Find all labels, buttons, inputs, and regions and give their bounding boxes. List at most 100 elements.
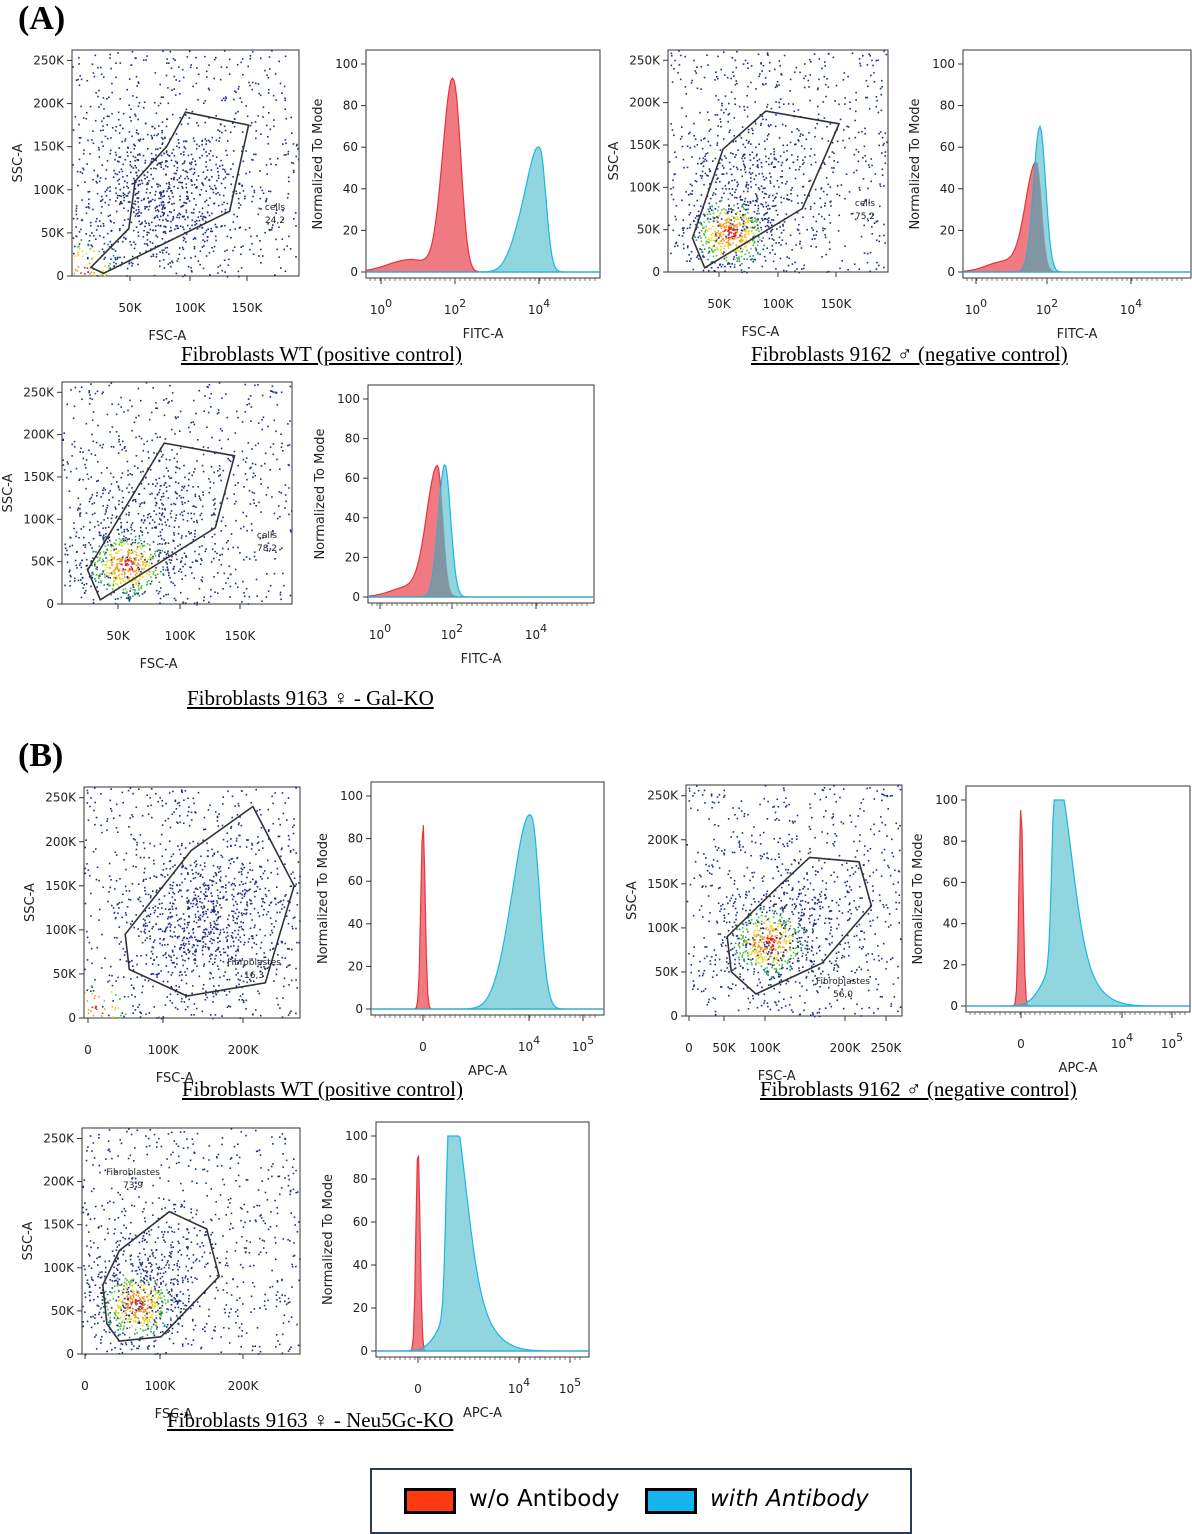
event-dot xyxy=(90,586,92,588)
event-dot xyxy=(252,879,254,881)
event-dot xyxy=(127,268,129,270)
event-dot xyxy=(143,443,145,445)
x-tick-label: 50K xyxy=(106,629,130,643)
event-dot xyxy=(217,949,219,951)
event-dot xyxy=(876,239,878,241)
event-dot xyxy=(196,522,198,524)
event-dot xyxy=(757,167,759,169)
event-dot xyxy=(736,237,738,239)
event-dot xyxy=(757,218,759,220)
event-dot xyxy=(162,208,164,210)
event-dot xyxy=(134,542,136,544)
event-dot xyxy=(144,174,146,176)
event-dot xyxy=(685,116,687,118)
event-dot xyxy=(773,219,775,221)
event-dot xyxy=(138,570,140,572)
event-dot xyxy=(91,232,93,234)
event-dot xyxy=(104,202,106,204)
event-dot xyxy=(729,193,731,195)
event-dot xyxy=(97,391,99,393)
event-dot xyxy=(762,173,764,175)
event-dot xyxy=(116,154,118,156)
event-dot xyxy=(707,239,709,241)
event-dot xyxy=(119,171,121,173)
event-dot xyxy=(130,978,132,980)
event-dot xyxy=(779,60,781,62)
event-dot xyxy=(155,527,157,529)
event-dot xyxy=(81,567,83,569)
event-dot xyxy=(147,517,149,519)
event-dot xyxy=(121,544,123,546)
event-dot xyxy=(175,161,177,163)
event-dot xyxy=(225,171,227,173)
event-dot xyxy=(774,158,776,160)
event-dot xyxy=(680,55,682,57)
event-dot xyxy=(213,907,215,909)
event-dot xyxy=(174,229,176,231)
event-dot xyxy=(735,229,737,231)
event-dot xyxy=(736,226,738,228)
event-dot xyxy=(137,543,139,545)
event-dot xyxy=(109,199,111,201)
event-dot xyxy=(225,150,227,152)
event-dot xyxy=(188,999,190,1001)
event-dot xyxy=(711,237,713,239)
event-dot xyxy=(160,571,162,573)
event-dot xyxy=(740,217,742,219)
event-dot xyxy=(89,273,91,275)
event-dot xyxy=(138,513,140,515)
event-dot xyxy=(192,561,194,563)
event-dot xyxy=(152,199,154,201)
event-dot xyxy=(768,226,770,228)
event-dot xyxy=(771,234,773,236)
event-dot xyxy=(148,483,150,485)
event-dot xyxy=(118,161,120,163)
event-dot xyxy=(240,528,242,530)
event-dot xyxy=(750,159,752,161)
event-dot xyxy=(105,509,107,511)
event-dot xyxy=(259,208,261,210)
event-dot xyxy=(287,423,289,425)
event-dot xyxy=(283,900,285,902)
event-dot xyxy=(886,142,888,144)
event-dot xyxy=(166,75,168,77)
event-dot xyxy=(855,137,857,139)
event-dot xyxy=(289,964,291,966)
event-dot xyxy=(689,214,691,216)
event-dot xyxy=(92,557,94,559)
event-dot xyxy=(160,216,162,218)
event-dot xyxy=(202,246,204,248)
event-dot xyxy=(181,557,183,559)
event-dot xyxy=(254,475,256,477)
event-dot xyxy=(760,124,762,126)
event-dot xyxy=(170,212,172,214)
event-dot xyxy=(774,151,776,153)
event-dot xyxy=(702,171,704,173)
event-dot xyxy=(91,246,93,248)
event-dot xyxy=(93,250,95,252)
event-dot xyxy=(870,252,872,254)
event-dot xyxy=(180,944,182,946)
event-dot xyxy=(295,928,297,930)
event-dot xyxy=(107,160,109,162)
event-dot xyxy=(216,928,218,930)
event-dot xyxy=(235,951,237,953)
event-dot xyxy=(209,141,211,143)
event-dot xyxy=(173,209,175,211)
event-dot xyxy=(119,577,121,579)
event-dot xyxy=(191,184,193,186)
event-dot xyxy=(203,914,205,916)
event-dot xyxy=(192,486,194,488)
event-dot xyxy=(128,549,130,551)
event-dot xyxy=(86,213,88,215)
event-dot xyxy=(179,544,181,546)
event-dot xyxy=(758,143,760,145)
event-dot xyxy=(112,514,114,516)
event-dot xyxy=(157,494,159,496)
event-dot xyxy=(869,55,871,57)
event-dot xyxy=(732,153,734,155)
event-dot xyxy=(152,387,154,389)
event-dot xyxy=(247,66,249,68)
event-dot xyxy=(213,472,215,474)
event-dot xyxy=(773,148,775,150)
